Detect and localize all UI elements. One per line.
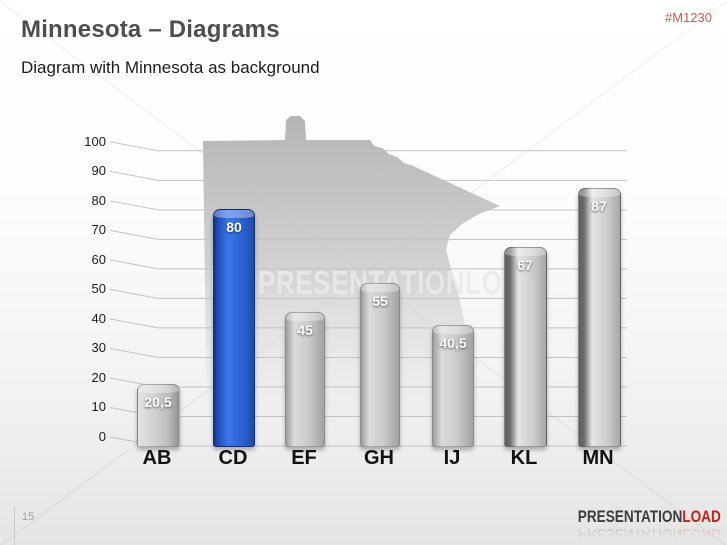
bar-value-label: 45 [297, 322, 313, 339]
presentationload-logo: PRESENTATIONLOAD [578, 507, 721, 527]
footer-divider [14, 507, 15, 545]
category-label-IJ: IJ [443, 447, 461, 469]
y-axis-tick-label: 20 [91, 369, 106, 385]
bar-value-label: 87 [591, 198, 607, 215]
bar-IJ: 40,5 [432, 325, 474, 447]
bar-KL: 67 [503, 247, 547, 447]
bar-value-label: 55 [372, 292, 388, 309]
bar-value-label: 80 [226, 218, 242, 235]
bar-AB: 20,5 [136, 384, 180, 447]
y-axis-tick-label: 40 [91, 310, 106, 326]
presentationload-logo-reflection: PRESENTATIONLOAD [577, 525, 721, 544]
slide-subtitle: Diagram with Minnesota as background [21, 58, 320, 77]
y-axis-tick-label: 50 [91, 281, 106, 297]
category-label-GH: GH [364, 447, 394, 469]
bar-value-label: 67 [517, 257, 533, 274]
category-label-EF: EF [291, 447, 317, 469]
bar-GH: 55 [360, 282, 400, 447]
category-label-MN: MN [582, 447, 614, 469]
slide-title: Minnesota – Diagrams [21, 16, 280, 43]
y-axis-tick-label: 30 [91, 340, 106, 356]
bar-EF: 45 [285, 312, 325, 447]
brand-text-presentation: PRESENTATION [577, 507, 683, 526]
bar-MN: 87 [577, 188, 621, 447]
category-label-KL: KL [510, 447, 538, 469]
product-code: #M1230 [665, 10, 712, 25]
y-axis-tick-label: 60 [91, 251, 106, 267]
y-axis-tick-label: 70 [91, 222, 106, 238]
y-axis-tick-label: 0 [98, 429, 106, 444]
category-label-AB: AB [142, 447, 172, 469]
bar-CD: 80 [213, 208, 255, 447]
page-number: 15 [22, 511, 35, 523]
bar-value-label: 40,5 [439, 335, 467, 352]
y-axis-tick-label: 100 [84, 133, 106, 149]
bar-value-label: 20,5 [144, 394, 172, 411]
y-axis-tick-label: 90 [91, 163, 106, 179]
brand-text-load: LOAD [682, 507, 721, 526]
category-label-CD: CD [218, 447, 248, 469]
y-axis-tick-label: 10 [91, 399, 106, 415]
y-axis-tick-label: 80 [91, 192, 106, 208]
